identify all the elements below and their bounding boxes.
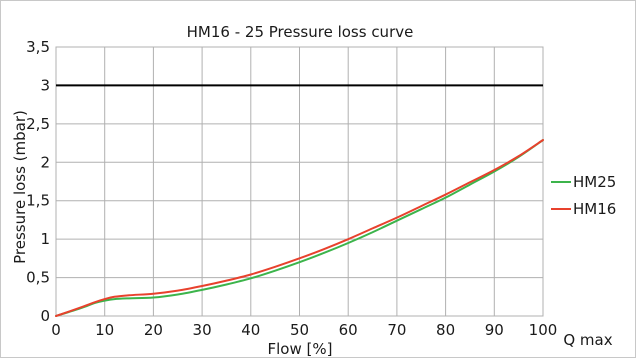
y-tick-label: 1,5 <box>26 192 50 210</box>
y-tick-label: 1 <box>40 230 50 248</box>
y-axis-label: Pressure loss (mbar) <box>11 110 29 264</box>
y-tick-label: 2,5 <box>26 115 50 133</box>
grid <box>55 46 544 317</box>
x-axis-label: Flow [%] <box>268 340 333 358</box>
x-tick-label: 60 <box>339 321 358 339</box>
x-unit-label: Q max <box>563 331 612 349</box>
x-tick-label: 40 <box>241 321 260 339</box>
x-tick-label: 80 <box>436 321 455 339</box>
y-tick-label: 0 <box>40 307 50 325</box>
legend-label-hm16: HM16 <box>573 200 616 218</box>
y-tick-label: 3 <box>40 76 50 94</box>
x-tick-label: 90 <box>485 321 504 339</box>
y-tick-labels: 0 0,5 1 1,5 2 2,5 3 3,5 <box>26 38 50 325</box>
y-tick-label: 0,5 <box>26 269 50 287</box>
series-line-hm16 <box>55 138 544 317</box>
y-tick-label: 2 <box>40 153 50 171</box>
legend: HM25 HM16 <box>551 173 616 218</box>
x-tick-label: 70 <box>387 321 406 339</box>
series-line-hm25 <box>55 138 544 317</box>
x-tick-label: 50 <box>290 321 309 339</box>
x-tick-label: 10 <box>95 321 114 339</box>
y-tick-label: 3,5 <box>26 38 50 56</box>
x-tick-label: 20 <box>144 321 163 339</box>
x-tick-label: 0 <box>51 321 61 339</box>
chart-title: HM16 - 25 Pressure loss curve <box>187 23 414 41</box>
x-tick-label: 100 <box>529 321 558 339</box>
series-group <box>55 138 544 317</box>
x-tick-labels: 0 10 20 30 40 50 60 70 80 90 100 <box>51 321 557 339</box>
legend-label-hm25: HM25 <box>573 173 616 191</box>
x-tick-label: 30 <box>193 321 212 339</box>
